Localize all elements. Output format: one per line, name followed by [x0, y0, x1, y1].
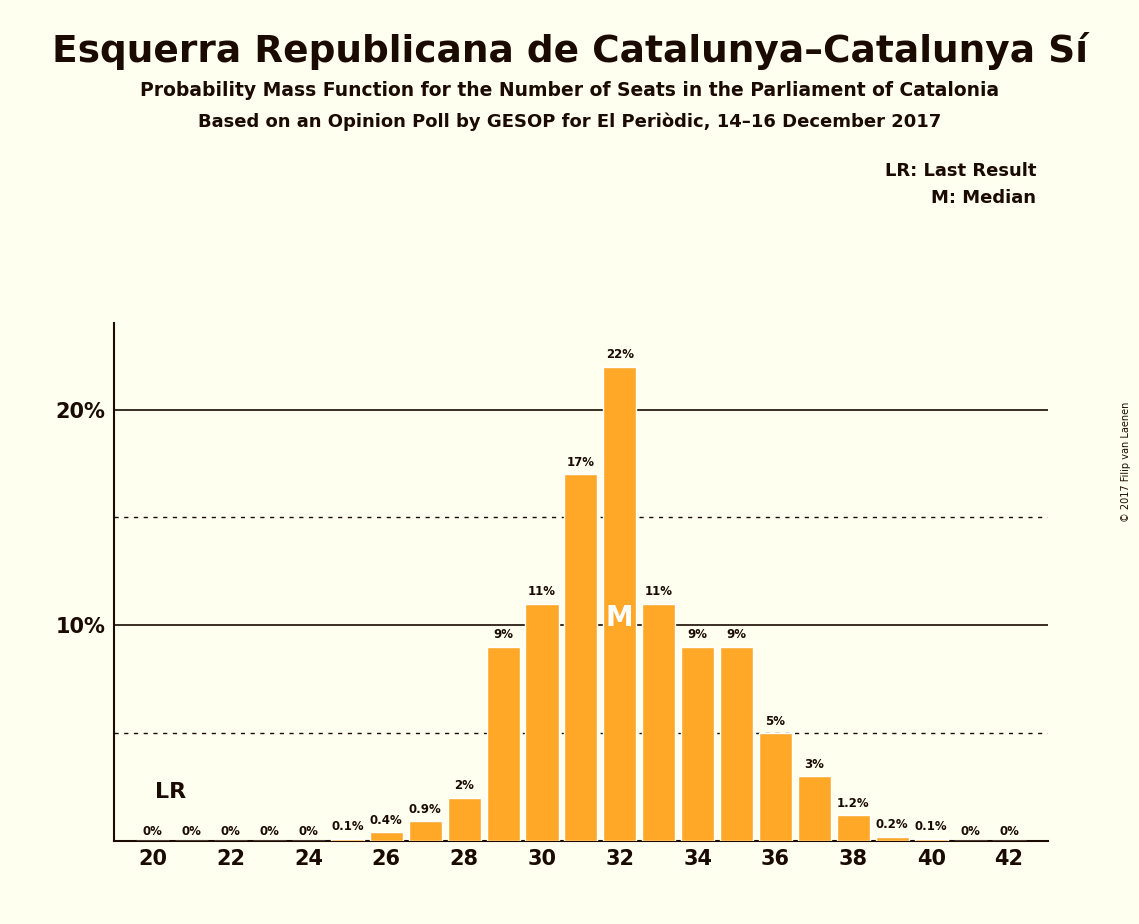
Bar	[915, 839, 948, 841]
Text: 17%: 17%	[567, 456, 595, 468]
Text: M: M	[606, 604, 633, 632]
Bar	[876, 836, 909, 841]
Text: © 2017 Filip van Laenen: © 2017 Filip van Laenen	[1121, 402, 1131, 522]
Text: 0%: 0%	[260, 824, 279, 837]
Text: 22%: 22%	[606, 348, 633, 361]
Text: Esquerra Republicana de Catalunya–Catalunya Sí: Esquerra Republicana de Catalunya–Catalu…	[51, 32, 1088, 70]
Bar	[330, 839, 364, 841]
Bar	[720, 647, 753, 841]
Bar	[409, 821, 442, 841]
Text: 0%: 0%	[960, 824, 980, 837]
Text: 0.2%: 0.2%	[876, 818, 909, 832]
Bar	[759, 733, 792, 841]
Text: 11%: 11%	[528, 585, 556, 599]
Text: Probability Mass Function for the Number of Seats in the Parliament of Catalonia: Probability Mass Function for the Number…	[140, 81, 999, 101]
Text: 3%: 3%	[804, 758, 825, 771]
Text: M: Median: M: Median	[932, 189, 1036, 207]
Bar	[486, 647, 519, 841]
Text: LR: LR	[155, 782, 186, 802]
Text: 0.1%: 0.1%	[331, 821, 363, 833]
Text: LR: Last Result: LR: Last Result	[885, 162, 1036, 179]
Text: 11%: 11%	[645, 585, 673, 599]
Text: 0.4%: 0.4%	[370, 814, 403, 827]
Text: 0%: 0%	[999, 824, 1019, 837]
Text: 9%: 9%	[727, 628, 746, 641]
Bar	[797, 776, 831, 841]
Bar	[448, 797, 481, 841]
Bar	[564, 474, 598, 841]
Text: 0%: 0%	[221, 824, 240, 837]
Bar	[681, 647, 714, 841]
Bar	[370, 833, 403, 841]
Text: 5%: 5%	[765, 714, 786, 728]
Bar	[525, 603, 558, 841]
Text: 2%: 2%	[454, 779, 474, 792]
Bar	[837, 815, 870, 841]
Text: 9%: 9%	[493, 628, 513, 641]
Bar	[642, 603, 675, 841]
Text: 9%: 9%	[688, 628, 707, 641]
Text: 1.2%: 1.2%	[837, 796, 869, 809]
Text: Based on an Opinion Poll by GESOP for El Periòdic, 14–16 December 2017: Based on an Opinion Poll by GESOP for El…	[198, 113, 941, 131]
Text: 0%: 0%	[182, 824, 202, 837]
Text: 0.1%: 0.1%	[915, 821, 948, 833]
Text: 0%: 0%	[298, 824, 319, 837]
Text: 0%: 0%	[142, 824, 163, 837]
Bar	[604, 367, 637, 841]
Text: 0.9%: 0.9%	[409, 803, 442, 816]
